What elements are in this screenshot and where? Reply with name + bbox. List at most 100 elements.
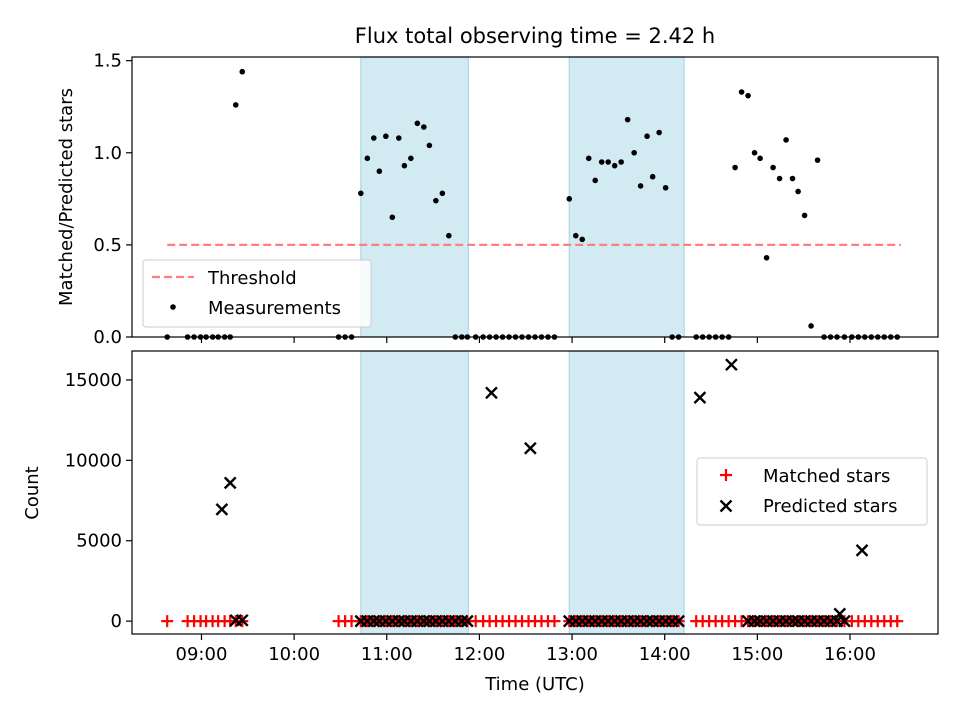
measurement-point [605,159,611,165]
measurement-point [232,102,239,108]
ratio-legend-threshold-label: Threshold [207,268,297,289]
ratio-legend-measurements-swatch [170,304,176,310]
measurement-point [751,149,758,156]
matched-star-marker [891,615,904,628]
measurement-point [776,175,783,182]
measurement-point [770,164,776,171]
predicted-star-marker [855,544,869,557]
count-panel-ylabel: Count [22,466,43,519]
measurement-point [358,190,364,197]
measurement-point [426,142,433,149]
y-tick-label: 10000 [65,450,122,471]
measurement-point [433,197,439,204]
ratio-legend-measurements-label: Measurements [208,298,341,319]
predicted-star-marker [719,499,733,513]
ratio-panel-frame [131,56,939,338]
count-panel-frame [131,350,939,635]
measurement-point [801,212,808,219]
count-panel: 0 5000 10000 15000 09:00 10:00 11:00 12:00 13:0… [22,350,939,695]
count-legend-box [696,457,928,526]
y-tick-label: 0.5 [93,235,122,256]
predicted-star-marker [833,607,847,621]
predicted-star-marker [461,614,474,628]
x-tick-label: 16:00 [824,644,876,665]
shaded-interval [360,350,469,635]
x-tick-label: 11:00 [361,644,413,665]
count-panel-xlabel: Time (UTC) [484,674,585,695]
measurement-point [789,175,796,182]
x-tick-label: 09:00 [176,644,228,665]
predicted-star-marker [367,614,381,628]
predicted-star-marker [485,386,498,400]
x-tick-label: 13:00 [546,644,598,665]
y-tick-label: 1.5 [93,51,122,72]
shaded-interval [360,56,469,338]
predicted-star-marker [392,614,406,628]
measurement-point [439,190,446,197]
ratio-panel-y-axis: 0.0 0.5 1.0 1.5 [93,51,132,348]
measurement-point [649,173,656,180]
measurement-point [408,155,414,162]
predicted-star-marker [786,614,799,628]
count-panel-y-axis: 0 5000 10000 15000 [65,370,132,632]
measurement-point [618,159,624,165]
count-legend-matched-label: Matched stars [763,466,890,487]
measurement-point [592,177,599,184]
x-tick-label: 12:00 [453,644,505,665]
measurement-point [572,232,579,239]
measurement-point [585,155,592,162]
measurement-point [814,157,821,163]
measurement-point [795,188,801,195]
predicted-star-marker [748,614,761,628]
x-tick-label: 14:00 [639,644,691,665]
measurement-point [376,168,383,175]
predicted-star-marker [693,391,707,404]
predicted-star-marker [838,614,851,628]
measurement-point [631,149,637,156]
measurement-point [757,155,763,162]
count-panel-x-axis: 09:00 10:00 11:00 12:00 13:00 14:00 15:00 16:00 [176,634,876,665]
measurement-point [637,183,644,189]
y-tick-label: 0.0 [93,327,122,348]
predicted-star-marker [455,614,469,628]
measurement-point [239,68,246,75]
matched-star-marker [548,615,561,628]
measurement-point [763,254,770,261]
ratio-panel: 0.0 0.5 1.0 1.5 Matched/Predicted stars Thr… [56,51,939,348]
y-tick-label: 0 [111,611,122,632]
measurement-point [598,159,605,165]
predicted-star-marker [672,614,685,628]
count-legend-predicted-swatch [719,499,733,513]
ratio-panel-legend: Threshold Measurements [142,259,372,328]
matched-star-marker [720,469,732,481]
measurement-point [611,162,618,169]
y-tick-label: 1.0 [93,143,122,164]
measurement-point [396,135,402,141]
shaded-interval [568,56,685,338]
measurement-point [421,124,427,130]
count-legend-matched-swatch [720,469,732,481]
measurement-point [624,116,631,123]
ratio-panel-shaded-intervals [360,56,685,338]
matched-star-marker [161,615,174,628]
figure-title: Flux total observing time = 2.42 h [355,24,715,48]
predicted-star-marker [215,503,229,516]
predicted-star-marker [417,614,431,628]
predicted-star-marker [725,358,738,372]
count-panel-shaded-intervals [360,350,685,635]
shaded-interval [568,350,685,635]
measurement-point [656,129,662,136]
measurement-point [579,236,586,243]
measurement-point [401,162,408,169]
measurement-point [808,323,814,329]
measurement-point [745,92,751,99]
x-tick-label: 15:00 [731,644,783,665]
count-legend-predicted-label: Predicted stars [763,496,897,517]
measurement-point [371,135,377,141]
ratio-legend-box [142,259,372,328]
predicted-star-marker [640,614,654,628]
ratio-panel-ylabel: Matched/Predicted stars [56,88,77,306]
y-tick-label: 5000 [76,531,122,552]
